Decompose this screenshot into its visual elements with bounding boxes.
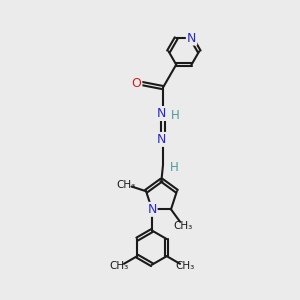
Text: N: N [157, 133, 166, 146]
Text: CH₃: CH₃ [110, 262, 129, 272]
Text: CH₃: CH₃ [173, 221, 193, 231]
Text: N: N [187, 32, 196, 45]
Text: N: N [147, 203, 157, 216]
Text: CH₃: CH₃ [175, 262, 194, 272]
Text: H: H [171, 110, 180, 122]
Text: H: H [170, 161, 179, 174]
Text: N: N [157, 107, 166, 120]
Text: CH₃: CH₃ [117, 180, 136, 190]
Text: O: O [131, 77, 141, 90]
